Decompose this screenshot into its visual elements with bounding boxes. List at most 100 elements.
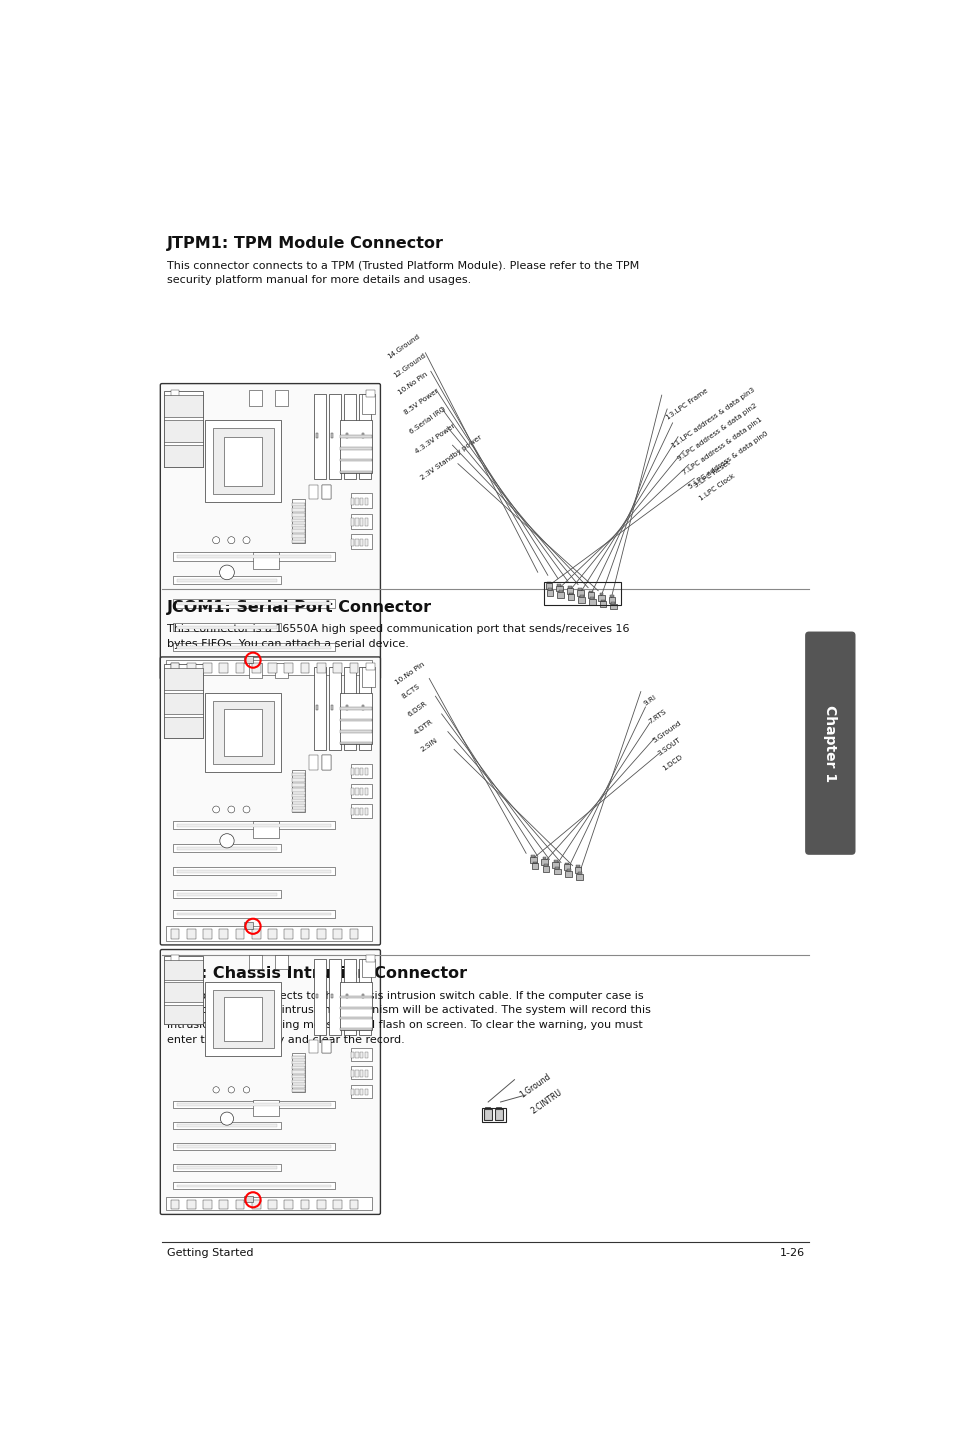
Bar (351, 1053, 354, 1058)
Bar (365, 1088, 368, 1095)
Bar (329, 667, 340, 749)
Bar (578, 597, 584, 603)
Bar (351, 1067, 372, 1080)
Bar (351, 1070, 354, 1077)
Bar (322, 484, 331, 500)
Bar (542, 866, 549, 872)
Bar (587, 593, 594, 599)
Bar (224, 997, 262, 1041)
Circle shape (243, 1087, 250, 1093)
Bar (339, 447, 372, 450)
Bar (274, 390, 288, 405)
Bar (355, 1070, 358, 1077)
Bar (564, 871, 571, 876)
Bar (177, 869, 331, 872)
Bar (351, 514, 372, 528)
Bar (355, 768, 358, 775)
FancyBboxPatch shape (160, 657, 380, 945)
Bar (329, 959, 340, 1035)
Bar (351, 534, 372, 548)
Bar (292, 503, 305, 507)
Text: This connector connects to the chassis intrusion switch cable. If the computer c: This connector connects to the chassis i… (167, 991, 651, 1045)
Bar (268, 929, 276, 939)
Bar (292, 513, 305, 517)
Circle shape (228, 806, 234, 813)
Bar (252, 1200, 260, 1209)
Bar (172, 1121, 281, 1128)
Bar (540, 859, 547, 865)
Bar (339, 982, 372, 1030)
Text: 9.RI: 9.RI (641, 695, 657, 707)
Bar (360, 1053, 363, 1058)
Bar (322, 1040, 331, 1053)
Bar (361, 434, 363, 438)
Bar (268, 663, 276, 673)
Bar (349, 663, 358, 673)
Bar (361, 994, 363, 998)
Bar (365, 538, 368, 546)
Bar (292, 773, 305, 776)
Text: This connector connects to a TPM (Trusted Platform Module). Please refer to the : This connector connects to a TPM (Truste… (167, 261, 639, 285)
Bar (244, 656, 253, 663)
Bar (292, 1061, 305, 1064)
Bar (292, 534, 305, 538)
Circle shape (213, 537, 219, 544)
Bar (355, 538, 358, 546)
Bar (187, 1200, 195, 1209)
Bar (172, 600, 335, 607)
Bar (164, 982, 203, 1002)
Bar (322, 755, 331, 769)
Bar (365, 1053, 368, 1058)
Bar (252, 663, 260, 673)
Bar (360, 538, 363, 546)
Bar (576, 865, 579, 868)
Bar (339, 1017, 372, 1020)
Bar (292, 789, 305, 792)
Bar (172, 553, 335, 561)
Bar (548, 589, 552, 590)
Bar (292, 769, 305, 812)
Bar (292, 778, 305, 782)
Bar (361, 706, 363, 710)
Bar (339, 471, 372, 473)
Bar (292, 508, 305, 511)
Bar (177, 1124, 276, 1127)
Bar (292, 518, 305, 523)
Text: 6.Serial IRQ: 6.Serial IRQ (408, 405, 446, 435)
Bar (177, 825, 331, 828)
Bar (346, 994, 348, 998)
Bar (284, 663, 293, 673)
Bar (339, 435, 372, 438)
Text: 10.No Pin: 10.No Pin (397, 371, 429, 395)
Bar (557, 591, 563, 599)
Bar (177, 646, 331, 649)
Bar (292, 1090, 305, 1093)
Bar (360, 808, 363, 815)
Bar (365, 768, 368, 775)
Text: 1-26: 1-26 (780, 1249, 804, 1259)
Bar (567, 586, 571, 589)
Bar (171, 1200, 179, 1209)
Bar (316, 929, 325, 939)
Text: 1.Ground: 1.Ground (517, 1073, 552, 1100)
Bar (351, 494, 372, 508)
Text: 3.SOUT: 3.SOUT (656, 737, 681, 758)
Bar (164, 669, 203, 690)
Bar (172, 845, 281, 852)
Bar (361, 667, 375, 687)
Bar (164, 445, 203, 467)
Bar (339, 1007, 372, 1008)
Bar (205, 982, 281, 1055)
Bar (579, 594, 583, 597)
Bar (172, 1164, 281, 1171)
Bar (563, 865, 570, 871)
Bar (164, 420, 203, 442)
Text: 5.Ground: 5.Ground (651, 719, 681, 743)
Bar (351, 1088, 354, 1095)
Bar (609, 603, 616, 610)
Bar (333, 1200, 341, 1209)
Bar (316, 663, 325, 673)
Text: 1.LPC Clock: 1.LPC Clock (698, 473, 736, 503)
Bar (300, 663, 309, 673)
Bar (187, 929, 195, 939)
